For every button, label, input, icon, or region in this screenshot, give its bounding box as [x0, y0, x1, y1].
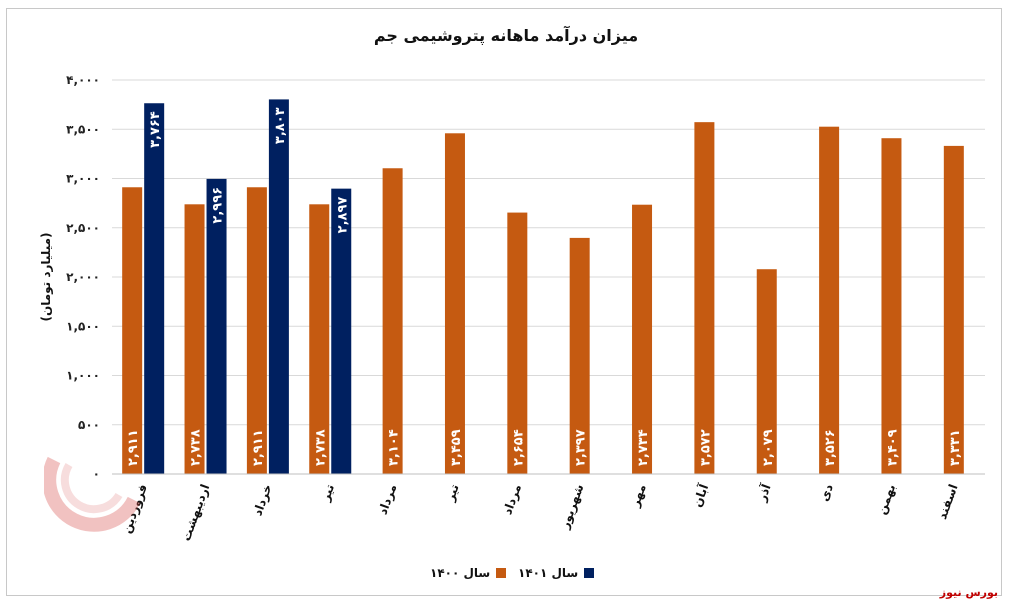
bar-1400 — [694, 122, 715, 475]
x-tick-label: تیر — [318, 482, 337, 504]
bar-1400 — [246, 187, 267, 475]
x-tick-label: آذر — [753, 481, 774, 504]
data-label-1400: ۳,۱۰۴ — [387, 429, 402, 466]
legend-swatch-1401 — [584, 568, 595, 578]
bar-1400 — [122, 187, 143, 475]
bar-1400 — [507, 212, 528, 474]
data-label-1400: ۳,۳۳۱ — [948, 429, 963, 466]
x-tick-label: بهمن — [874, 482, 898, 516]
source-credit: بورس نیوز — [939, 586, 998, 599]
data-label-1400: ۲,۹۱۱ — [126, 429, 141, 466]
data-label-1400: ۲,۰۷۹ — [761, 429, 776, 466]
x-tick-label: خرداد — [250, 482, 274, 517]
data-label-1400: ۲,۳۹۷ — [574, 429, 589, 466]
bar-1401 — [331, 188, 352, 474]
x-tick-label: دی — [817, 482, 836, 503]
data-label-1400: ۳,۴۰۹ — [885, 429, 900, 466]
y-tick-label: ۲,۵۰۰ — [66, 221, 100, 235]
x-tick-label: اردیبهشت — [179, 482, 212, 543]
data-label-1400: ۲,۶۵۴ — [511, 429, 526, 466]
bar-1400 — [632, 204, 653, 475]
x-tick-label: شهریور — [557, 482, 587, 531]
bar-1401 — [144, 103, 165, 474]
bar-1400 — [184, 204, 205, 474]
bar-1400 — [309, 204, 330, 474]
y-tick-label: ۳,۵۰۰ — [66, 122, 100, 136]
legend-label-1401: سال ۱۴۰۱ — [518, 566, 579, 580]
bar-1401 — [268, 99, 289, 474]
x-tick-label: مرداد — [500, 482, 524, 516]
y-tick-label: ۴,۰۰۰ — [66, 73, 100, 87]
x-tick-label: اسفند — [935, 482, 961, 521]
data-label-1401: ۳,۷۶۴ — [148, 111, 163, 148]
y-tick-label: ۳,۰۰۰ — [66, 172, 100, 186]
bar-1400 — [756, 269, 777, 474]
data-label-1400: ۳,۵۷۲ — [698, 429, 713, 466]
y-tick-label: ۱,۰۰۰ — [66, 369, 100, 383]
data-label-1400: ۲,۷۳۸ — [313, 429, 328, 466]
y-axis-label: (میلیارد تومان) — [39, 232, 54, 321]
chart-title: میزان درآمد ماهانه پتروشیمی جم — [373, 26, 639, 45]
x-tick-label: مهر — [628, 482, 649, 509]
data-label-1401: ۳,۸۰۳ — [273, 107, 288, 144]
bar-1400 — [569, 237, 590, 474]
x-tick-label: مرداد — [376, 482, 400, 516]
legend-label-1400: سال ۱۴۰۰ — [430, 566, 491, 580]
y-tick-label: ۰ — [93, 467, 100, 481]
y-tick-label: ۲,۰۰۰ — [66, 270, 100, 284]
y-tick-label: ۵۰۰ — [78, 418, 100, 432]
legend-item-1401: سال ۱۴۰۱ — [518, 566, 595, 580]
data-label-1400: ۲,۹۱۱ — [251, 429, 266, 466]
x-tick-label: آبان — [689, 481, 711, 509]
bar-1400 — [382, 168, 403, 475]
bar-1400 — [943, 145, 964, 475]
data-label-1401: ۲,۹۹۶ — [211, 187, 226, 224]
data-label-1400: ۲,۷۳۴ — [636, 429, 651, 466]
legend-swatch-1400 — [496, 568, 507, 578]
data-label-1400: ۳,۵۲۶ — [823, 429, 838, 466]
bar-1401 — [206, 178, 227, 475]
bar-1400 — [444, 133, 465, 474]
data-label-1401: ۲,۸۹۷ — [335, 197, 350, 234]
legend-item-1400: سال ۱۴۰۰ — [430, 566, 507, 580]
bar-1400 — [881, 138, 902, 474]
x-tick-label: تیر — [443, 482, 462, 504]
data-label-1400: ۳,۴۵۹ — [449, 429, 464, 466]
data-label-1400: ۲,۷۳۸ — [189, 429, 204, 466]
bar-1400 — [819, 126, 840, 475]
y-tick-label: ۱,۵۰۰ — [66, 319, 100, 333]
watermark-logo — [44, 456, 141, 532]
